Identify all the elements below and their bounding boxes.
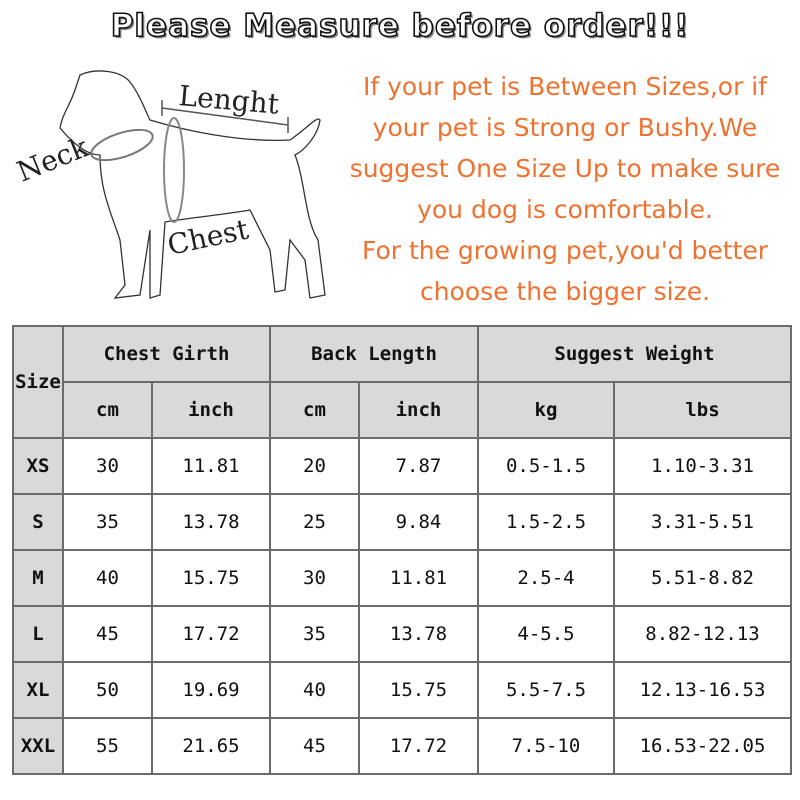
value-cell: 4-5.5 bbox=[477, 605, 615, 663]
value-cell: 7.87 bbox=[358, 437, 479, 495]
table-row: XL 50 19.69 40 15.75 5.5-7.5 12.13-16.53 bbox=[12, 661, 792, 719]
value-cell: 16.53-22.05 bbox=[613, 717, 792, 775]
unit-header: kg bbox=[477, 381, 615, 439]
table-row: XXL 55 21.65 45 17.72 7.5-10 16.53-22.05 bbox=[12, 717, 792, 775]
value-cell: 17.72 bbox=[151, 605, 271, 663]
value-cell: 17.72 bbox=[358, 717, 479, 775]
note-line: For the growing pet,you'd better bbox=[361, 236, 769, 265]
size-header: Size bbox=[12, 325, 64, 439]
value-cell: 7.5-10 bbox=[477, 717, 615, 775]
size-cell: S bbox=[12, 493, 64, 551]
value-cell: 1.5-2.5 bbox=[477, 493, 615, 551]
unit-header: inch bbox=[358, 381, 479, 439]
note-line: your pet is Strong or Bushy.We bbox=[372, 113, 758, 142]
value-cell: 20 bbox=[269, 437, 360, 495]
note-line: suggest One Size Up to make sure bbox=[349, 154, 781, 183]
value-cell: 50 bbox=[62, 661, 153, 719]
value-cell: 5.5-7.5 bbox=[477, 661, 615, 719]
value-cell: 35 bbox=[269, 605, 360, 663]
value-cell: 25 bbox=[269, 493, 360, 551]
size-cell: XL bbox=[12, 661, 64, 719]
value-cell: 30 bbox=[269, 549, 360, 607]
value-cell: 40 bbox=[269, 661, 360, 719]
length-label: Lenght bbox=[177, 79, 281, 121]
value-cell: 11.81 bbox=[151, 437, 271, 495]
unit-header: lbs bbox=[613, 381, 792, 439]
value-cell: 13.78 bbox=[151, 493, 271, 551]
value-cell: 30 bbox=[62, 437, 153, 495]
unit-header: cm bbox=[62, 381, 153, 439]
neck-loop bbox=[90, 128, 154, 162]
value-cell: 11.81 bbox=[358, 549, 479, 607]
size-cell: XXL bbox=[12, 717, 64, 775]
size-cell: XS bbox=[12, 437, 64, 495]
size-cell: L bbox=[12, 605, 64, 663]
value-cell: 0.5-1.5 bbox=[477, 437, 615, 495]
value-cell: 40 bbox=[62, 549, 153, 607]
note-line: choose the bigger size. bbox=[419, 277, 711, 306]
value-cell: 15.75 bbox=[151, 549, 271, 607]
value-cell: 9.84 bbox=[358, 493, 479, 551]
value-cell: 8.82-12.13 bbox=[613, 605, 792, 663]
value-cell: 13.78 bbox=[358, 605, 479, 663]
page-title: Please Measure before order!!! bbox=[110, 7, 690, 45]
value-cell: 5.51-8.82 bbox=[613, 549, 792, 607]
table-row: S 35 13.78 25 9.84 1.5-2.5 3.31-5.51 bbox=[12, 493, 792, 551]
value-cell: 1.10-3.31 bbox=[613, 437, 792, 495]
unit-header: cm bbox=[269, 381, 360, 439]
neck-label: Neck bbox=[12, 130, 94, 189]
table-row: M 40 15.75 30 11.81 2.5-4 5.51-8.82 bbox=[12, 549, 792, 607]
suggest-weight-header: Suggest Weight bbox=[477, 325, 792, 383]
dog-outline bbox=[59, 70, 326, 299]
value-cell: 2.5-4 bbox=[477, 549, 615, 607]
value-cell: 55 bbox=[62, 717, 153, 775]
table-row: L 45 17.72 35 13.78 4-5.5 8.82-12.13 bbox=[12, 605, 792, 663]
back-length-header: Back Length bbox=[269, 325, 479, 383]
dog-measurement-diagram: Lenght Neck Chest bbox=[12, 70, 326, 299]
chest-loop bbox=[163, 117, 185, 223]
value-cell: 45 bbox=[269, 717, 360, 775]
chest-girth-header: Chest Girth bbox=[62, 325, 271, 383]
value-cell: 12.13-16.53 bbox=[613, 661, 792, 719]
size-chart-table: Size Chest Girth Back Length Suggest Wei… bbox=[12, 325, 792, 775]
length-bar bbox=[161, 100, 289, 133]
value-cell: 45 bbox=[62, 605, 153, 663]
value-cell: 35 bbox=[62, 493, 153, 551]
table-row: XS 30 11.81 20 7.87 0.5-1.5 1.10-3.31 bbox=[12, 437, 792, 495]
size-cell: M bbox=[12, 549, 64, 607]
value-cell: 15.75 bbox=[358, 661, 479, 719]
value-cell: 21.65 bbox=[151, 717, 271, 775]
note-line: If your pet is Between Sizes,or if bbox=[362, 72, 768, 101]
note-line: you dog is comfortable. bbox=[417, 195, 713, 224]
sizing-note: If your pet is Between Sizes,or if your … bbox=[330, 66, 800, 312]
value-cell: 19.69 bbox=[151, 661, 271, 719]
unit-header: inch bbox=[151, 381, 271, 439]
value-cell: 3.31-5.51 bbox=[613, 493, 792, 551]
